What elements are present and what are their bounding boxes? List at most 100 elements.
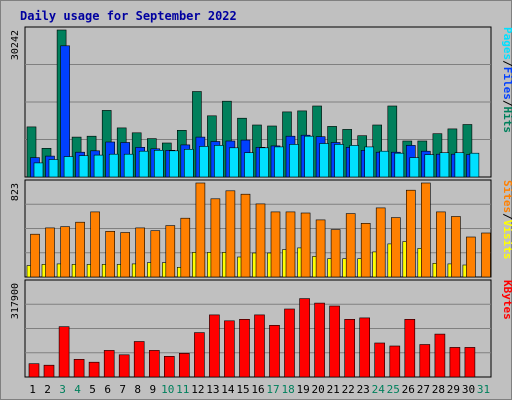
legend-sites: Sites (501, 180, 512, 213)
bar-pages-day-11 (184, 149, 194, 178)
panel-middle: 823 Sites/Visits (10, 179, 512, 278)
bar-pages-day-30 (469, 152, 480, 178)
legend-sep: / (501, 60, 512, 67)
bar-sites-day-13 (210, 198, 221, 278)
bar-kbytes-day-26 (404, 318, 416, 378)
day-label-10: 10 (161, 383, 174, 396)
series-kbytes (28, 298, 476, 378)
day-label-24: 24 (372, 383, 386, 396)
bar-pages-day-13 (214, 145, 224, 178)
series-pages (33, 135, 480, 178)
bar-pages-day-4 (78, 155, 89, 178)
bar-pages-day-21 (334, 144, 344, 178)
day-label-7: 7 (119, 383, 126, 396)
chart-title: Daily usage for September 2022 (20, 9, 237, 23)
bar-kbytes-day-6 (103, 350, 115, 378)
bar-sites-day-9 (150, 230, 161, 278)
bar-sites-day-16 (255, 203, 266, 278)
bar-kbytes-day-23 (359, 317, 371, 378)
day-label-2: 2 (44, 383, 51, 396)
bar-sites-day-29 (451, 216, 461, 278)
day-label-23: 23 (357, 383, 370, 396)
day-label-6: 6 (104, 383, 111, 396)
bar-pages-day-17 (274, 146, 284, 178)
day-label-13: 13 (206, 383, 219, 396)
bar-kbytes-day-16 (254, 314, 265, 378)
bar-kbytes-day-14 (224, 320, 235, 378)
bar-sites-day-7 (120, 232, 130, 278)
bar-kbytes-day-11 (179, 352, 190, 378)
legend-sep: / (501, 100, 512, 107)
bar-pages-day-16 (259, 147, 269, 178)
day-label-12: 12 (191, 383, 204, 396)
bar-sites-day-10 (165, 225, 176, 278)
bar-sites-day-22 (345, 213, 356, 278)
day-label-17: 17 (266, 383, 279, 396)
bar-pages-day-3 (63, 156, 74, 178)
day-label-29: 29 (447, 383, 460, 396)
bar-pages-day-7 (123, 153, 134, 178)
side-legend-middle: Sites/Visits (501, 180, 512, 260)
bar-pages-day-22 (349, 145, 360, 178)
bar-kbytes-day-10 (164, 355, 175, 378)
bar-sites-day-25 (390, 217, 401, 278)
bar-kbytes-day-22 (344, 318, 356, 378)
bar-kbytes-day-12 (194, 332, 205, 378)
bar-kbytes-day-29 (449, 347, 461, 378)
bar-kbytes-day-8 (133, 341, 145, 378)
bar-sites-day-15 (240, 193, 251, 278)
bar-pages-day-18 (289, 144, 299, 178)
bar-pages-day-15 (244, 152, 254, 178)
bar-pages-day-27 (424, 154, 435, 178)
bar-pages-day-29 (454, 152, 465, 178)
bar-sites-day-11 (180, 217, 191, 278)
panel-bottom: 317900 KBytes (10, 279, 512, 378)
day-label-30: 30 (462, 383, 475, 396)
bar-pages-day-2 (48, 159, 59, 178)
bar-kbytes-day-20 (314, 302, 325, 378)
bar-pages-day-14 (229, 147, 239, 178)
bar-pages-day-23 (364, 146, 375, 178)
bar-sites-day-14 (225, 190, 236, 278)
day-label-28: 28 (432, 383, 445, 396)
bar-sites-day-30 (466, 236, 476, 278)
bar-sites-day-17 (270, 211, 281, 278)
bar-kbytes-day-7 (118, 354, 130, 378)
legend-hits: Hits (501, 107, 512, 134)
bar-sites-day-28 (436, 211, 446, 278)
day-label-18: 18 (281, 383, 294, 396)
bar-kbytes-day-30 (464, 347, 476, 378)
day-label-26: 26 (402, 383, 415, 396)
legend-kbytes: KBytes (501, 280, 512, 320)
day-label-4: 4 (74, 383, 81, 396)
bar-kbytes-day-27 (419, 344, 431, 378)
bar-kbytes-day-18 (284, 308, 295, 378)
bar-kbytes-day-17 (269, 324, 280, 378)
day-label-8: 8 (134, 383, 141, 396)
y-max-label-middle: 823 (10, 183, 21, 201)
legend-visits: Visits (501, 220, 512, 260)
bar-sites-day-8 (135, 227, 145, 278)
bar-sites-day-3 (60, 226, 70, 278)
bar-kbytes-day-2 (43, 364, 55, 378)
legend-sep: / (501, 213, 512, 220)
day-label-15: 15 (236, 383, 249, 396)
bar-sites-day-1 (30, 233, 40, 278)
bar-kbytes-day-5 (88, 361, 100, 378)
day-label-14: 14 (221, 383, 235, 396)
bar-pages-day-12 (199, 146, 209, 178)
day-label-21: 21 (327, 383, 340, 396)
bar-sites-day-21 (330, 229, 341, 278)
day-label-9: 9 (149, 383, 156, 396)
legend-files: Files (501, 67, 512, 100)
bar-sites-day-24 (375, 207, 386, 278)
bar-kbytes-day-28 (434, 333, 446, 378)
bar-kbytes-day-15 (239, 318, 250, 378)
bar-kbytes-day-9 (149, 350, 160, 378)
bar-sites-day-4 (75, 221, 85, 278)
bar-kbytes-day-1 (28, 363, 40, 378)
series-sites (30, 182, 491, 278)
day-label-25: 25 (387, 383, 400, 396)
